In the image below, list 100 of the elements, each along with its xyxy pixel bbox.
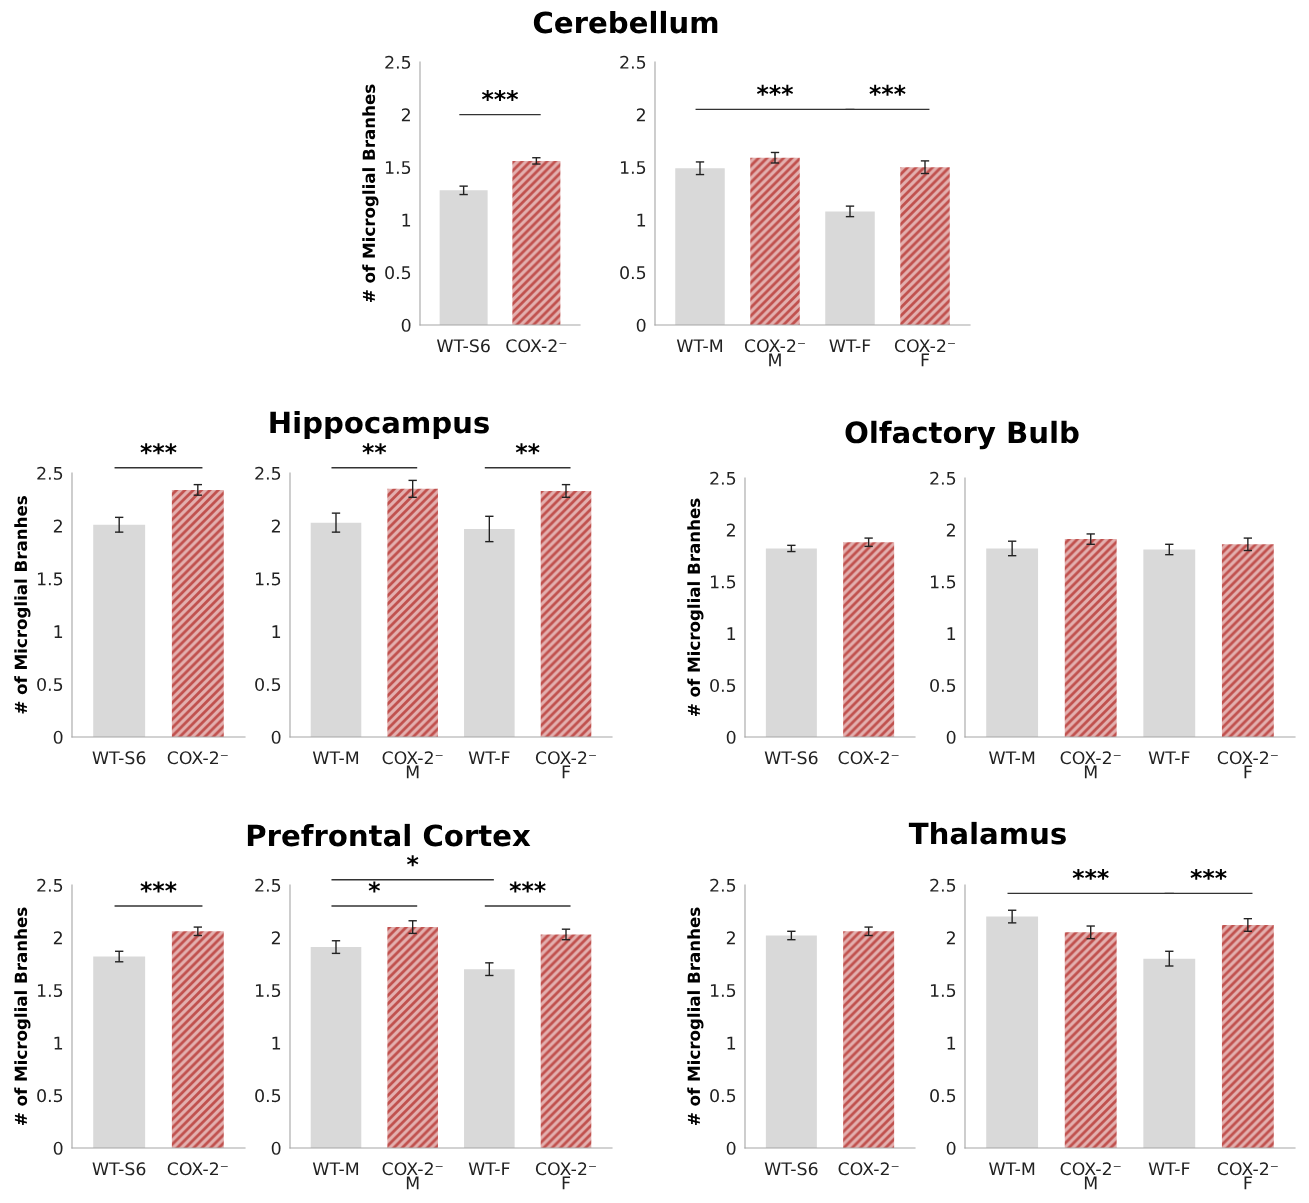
y-tick-label: 0.5 (710, 1089, 736, 1103)
y-tick-label: 2.5 (255, 878, 281, 892)
bar (675, 168, 725, 325)
y-tick-label: 1.5 (37, 984, 63, 998)
y-tick-label: 0.5 (37, 677, 63, 692)
annotation: *** (869, 84, 906, 96)
y-tick-label: 0.5 (710, 678, 736, 693)
y-tick-label: 0 (271, 1141, 281, 1155)
x-tick-label: COX-2⁻ (838, 1162, 899, 1176)
x-tick-label: COX-2⁻ F (1217, 1162, 1278, 1190)
y-tick-label: 2.5 (930, 878, 956, 892)
x-tick-label: COX-2⁻ F (1217, 751, 1278, 779)
text: ** (362, 443, 387, 455)
chart-title: Hippocampus (270, 410, 489, 440)
text: *** (1190, 868, 1227, 880)
y-tick-label: 2 (53, 519, 62, 533)
x-tick-label: WT-M (312, 1162, 359, 1176)
y-tick-label: 0 (401, 318, 411, 332)
y-tick-label: 2.5 (620, 55, 646, 69)
y-tick-label: 2 (271, 519, 280, 533)
y-tick-label: 1.5 (255, 572, 281, 586)
bar (464, 969, 515, 1148)
y-tick-label: 2 (401, 108, 410, 122)
y-tick-label: 2.5 (255, 466, 281, 480)
x-tick-label: WT-M (989, 751, 1035, 765)
y-tick-label: 2.5 (37, 466, 63, 480)
x-tick-label: COX-2⁻ M (1060, 751, 1121, 779)
y-tick-label: 1.5 (930, 984, 956, 998)
chart-title: Olfactory Bulb (845, 420, 1079, 450)
x-tick-label: WT-S6 (92, 1162, 146, 1176)
y-tick-label: 1 (637, 213, 646, 227)
y-tick-label: 1 (54, 625, 63, 638)
y-tick-label: 1 (947, 627, 956, 640)
y-tick-label: 0.5 (930, 678, 956, 693)
bar (540, 490, 592, 737)
y-tick-label: 0.5 (255, 677, 281, 692)
y-tick-label: 2.5 (710, 878, 736, 892)
x-tick-label: COX-2⁻ (167, 1162, 228, 1176)
y-tick-label: 2.5 (37, 878, 63, 892)
y-tick-label: 0 (53, 730, 63, 744)
y-tick-label: 1.5 (255, 984, 281, 998)
y-axis-title: # of Microglial Branhes (687, 498, 704, 717)
chart-title: Prefrontal Cortex (247, 823, 531, 847)
y-tick-label: 2.5 (930, 471, 956, 485)
y-tick-label: 2 (946, 523, 955, 537)
bar (464, 528, 515, 737)
bar (986, 916, 1039, 1148)
x-tick-label: COX-2⁻ (506, 339, 567, 353)
y-tick-label: 2 (53, 931, 62, 945)
x-tick-label: WT-F (829, 339, 871, 353)
y-tick-label: 1 (402, 213, 411, 227)
x-tick-label: COX-2⁻ M (382, 1162, 443, 1190)
y-tick-label: 0 (726, 730, 736, 744)
y-axis-title: # of Microglial Branhes (14, 907, 31, 1126)
x-tick-label: WT-S6 (764, 1162, 818, 1176)
text: *** (140, 443, 177, 455)
y-axis-title: # of Microglial Branhes (14, 496, 31, 714)
annotation: * (368, 881, 381, 893)
y-tick-label: 1 (947, 1036, 956, 1050)
y-tick-label: 0.5 (385, 266, 411, 280)
bar (1064, 932, 1117, 1148)
bar (750, 157, 800, 325)
y-tick-label: 2 (271, 931, 280, 945)
y-tick-label: 2.5 (710, 471, 736, 485)
y-tick-label: 0 (726, 1141, 736, 1155)
y-tick-label: 2 (636, 108, 645, 122)
x-tick-label: COX-2⁻ F (535, 751, 596, 779)
y-tick-label: 0.5 (37, 1089, 63, 1103)
y-tick-label: 1.5 (37, 572, 63, 586)
y-tick-label: 1 (54, 1036, 63, 1050)
y-tick-label: 0 (53, 1141, 63, 1155)
text: * (406, 855, 419, 867)
x-tick-label: WT-F (468, 1162, 510, 1176)
y-tick-label: 1.5 (710, 984, 736, 998)
y-tick-label: 0 (271, 730, 281, 744)
y-tick-label: 1 (727, 1036, 736, 1050)
bar (540, 934, 592, 1148)
x-tick-label: COX-2⁻ M (382, 751, 443, 779)
x-tick-label: WT-S6 (92, 751, 146, 765)
x-tick-label: WT-M (989, 1162, 1035, 1176)
x-tick-label: WT-M (676, 339, 723, 353)
y-tick-label: 1.5 (385, 161, 411, 175)
y-tick-label: 0 (636, 318, 646, 332)
bar (1221, 924, 1274, 1148)
y-tick-label: 0.5 (930, 1089, 956, 1103)
y-tick-label: 2 (726, 931, 735, 945)
bar (387, 927, 438, 1148)
y-tick-label: 1 (727, 627, 736, 640)
y-tick-label: 1.5 (930, 575, 956, 589)
bar (825, 211, 875, 325)
y-tick-label: 0.5 (255, 1089, 281, 1103)
bar (310, 522, 362, 737)
chart-title: Cerebellum (533, 10, 718, 34)
text: ** (515, 443, 540, 455)
x-tick-label: WT-M (312, 751, 359, 765)
y-tick-label: 2.5 (385, 55, 411, 69)
y-tick-label: 1 (272, 1036, 281, 1050)
text: *** (1072, 868, 1109, 880)
x-tick-label: WT-F (1148, 751, 1190, 765)
y-axis-title: # of Microglial Branhes (362, 84, 379, 303)
